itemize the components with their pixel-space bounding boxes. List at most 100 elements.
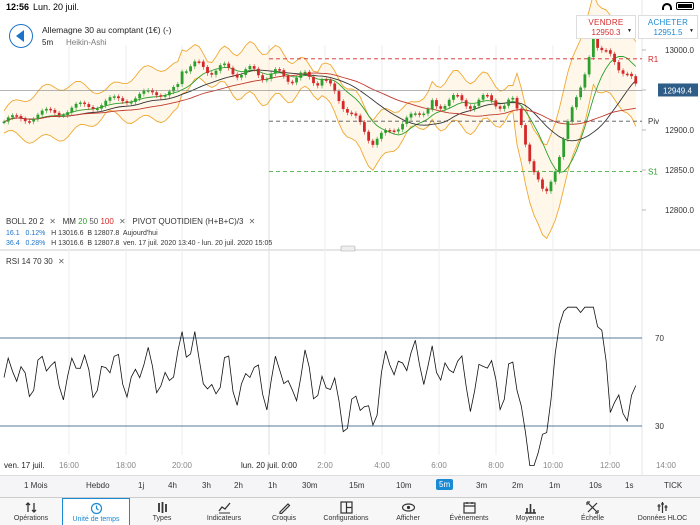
time-tick-label: ven. 17 juil.: [4, 461, 44, 470]
time-tick-label: 2:00: [317, 461, 333, 470]
nav-pencil[interactable]: Croquis: [254, 498, 314, 525]
time-tick-label: 16:00: [59, 461, 80, 470]
timeframe-1h[interactable]: 1h: [268, 481, 277, 490]
candle-body: [608, 50, 612, 54]
nav-clock[interactable]: Unité de temps: [62, 498, 130, 525]
candle-body: [278, 69, 281, 71]
candle-body: [261, 75, 265, 80]
timeframe-2m[interactable]: 2m: [512, 481, 524, 490]
status-bar: 12:56 Lun. 20 juil.: [0, 0, 700, 14]
rsi-upper: 70: [32, 257, 42, 266]
candle-body: [447, 99, 451, 106]
candle-body: [375, 138, 379, 145]
stat-period: Aujourd'hui: [122, 230, 158, 237]
nav-eye[interactable]: Afficher: [378, 498, 438, 525]
remove-rsi-icon[interactable]: ✕: [58, 257, 65, 266]
battery-icon: [676, 2, 694, 10]
candle-body: [579, 87, 583, 98]
candle-body: [87, 104, 91, 107]
boll-dev: 2: [39, 217, 44, 226]
back-button[interactable]: [9, 24, 33, 48]
candle-body: [100, 105, 103, 109]
candle-body: [36, 114, 40, 120]
candle-body: [354, 113, 358, 116]
candle-body: [553, 171, 557, 182]
candle-body: [121, 98, 125, 102]
candle-body: [617, 62, 621, 71]
remove-pivot-icon[interactable]: ✕: [248, 217, 256, 226]
timeframe-1m[interactable]: 1m: [549, 481, 561, 490]
candle-body: [40, 110, 44, 115]
price-tick-label: 13000.0: [665, 46, 694, 55]
nav-layout[interactable]: Configurations: [314, 498, 378, 525]
nav-ohlc[interactable]: Données HLOC: [625, 498, 700, 525]
candle-body: [469, 106, 472, 109]
timeframe-tick[interactable]: TICK: [664, 481, 683, 490]
nav-label: Unité de temps: [72, 516, 120, 523]
bars-icon: [130, 501, 194, 514]
nav-calendar[interactable]: Évènements: [438, 498, 500, 525]
timeframe-2h[interactable]: 2h: [234, 481, 243, 490]
rsi-legend[interactable]: RSI 14 70 30 ✕: [6, 257, 65, 266]
indicator-legend[interactable]: BOLL 20 2 ✕ MM 20 50 100 ✕ PIVOT QUOTIDI…: [6, 217, 255, 226]
buy-button[interactable]: ACHETER 12951.5 ▼: [638, 15, 698, 39]
stat-pct: 0.28%: [25, 240, 46, 247]
candle-body: [413, 113, 417, 115]
candle-body: [159, 95, 163, 97]
sell-button[interactable]: VENDRE 12950.3 ▼: [576, 15, 636, 39]
candle-body: [367, 131, 371, 141]
timeframe-10s[interactable]: 10s: [589, 481, 602, 490]
timeframe-5m[interactable]: 5m: [436, 479, 454, 490]
candle-body: [117, 96, 120, 99]
candle-body: [151, 90, 154, 93]
candle-body: [426, 108, 430, 114]
nav-transfer[interactable]: Opérations: [0, 498, 62, 525]
timeframe-1-mois[interactable]: 1 Mois: [24, 481, 48, 490]
candle-body: [439, 106, 443, 109]
pivot-label: Piv: [648, 117, 659, 126]
timeframe-hebdo[interactable]: Hebdo: [86, 481, 110, 490]
candle-body: [502, 105, 506, 109]
boll-period: 20: [28, 217, 38, 226]
remove-mm-icon[interactable]: ✕: [119, 217, 126, 226]
timeframe-3m[interactable]: 3m: [476, 481, 488, 490]
timeframe-15m[interactable]: 15m: [349, 481, 365, 490]
rsi-line: [3, 306, 637, 466]
candle-body: [562, 138, 566, 157]
candle-body: [409, 113, 413, 118]
remove-boll-icon[interactable]: ✕: [49, 217, 56, 226]
timeframe-1s[interactable]: 1s: [625, 481, 634, 490]
candle-body: [498, 106, 502, 109]
indicators-icon: [194, 501, 254, 514]
candle-body: [371, 140, 375, 145]
candle-body: [613, 53, 616, 63]
candle-body: [265, 78, 269, 81]
nav-scale[interactable]: Échelle: [560, 498, 625, 525]
nav-indicators[interactable]: Indicateurs: [194, 498, 254, 525]
candle-body: [125, 101, 129, 103]
nav-label: Configurations: [323, 515, 369, 522]
price-chart[interactable]: R1PivS113000.012950.012900.012850.012800…: [0, 0, 700, 475]
timeframe-4h[interactable]: 4h: [168, 481, 177, 490]
candle-body: [91, 106, 95, 110]
pivot-label: PIVOT: [132, 217, 157, 226]
nav-average[interactable]: Moyenne: [500, 498, 560, 525]
candle-body: [541, 179, 544, 189]
candle-body: [6, 117, 10, 122]
candle-body: [456, 95, 460, 97]
candle-body: [570, 107, 574, 122]
nav-bars[interactable]: Types: [130, 498, 194, 525]
candle-body: [197, 61, 201, 63]
timeframe-30m[interactable]: 30m: [302, 481, 318, 490]
candle-body: [316, 83, 320, 86]
candle-body: [575, 97, 578, 108]
candle-body: [583, 74, 587, 88]
candle-body: [282, 70, 286, 77]
timeframe-10m[interactable]: 10m: [396, 481, 412, 490]
candle-body: [405, 117, 409, 124]
timeframe-3h[interactable]: 3h: [202, 481, 211, 490]
stat-high: H 13016.6: [51, 230, 84, 237]
timeframe-bar: 1 Mois Hebdo 1j 4h 3h 2h 1h 30m 15m 10m 5m 3m 2m 1m 10…: [0, 475, 700, 497]
candle-body: [536, 172, 540, 180]
timeframe-1j[interactable]: 1j: [138, 481, 145, 490]
